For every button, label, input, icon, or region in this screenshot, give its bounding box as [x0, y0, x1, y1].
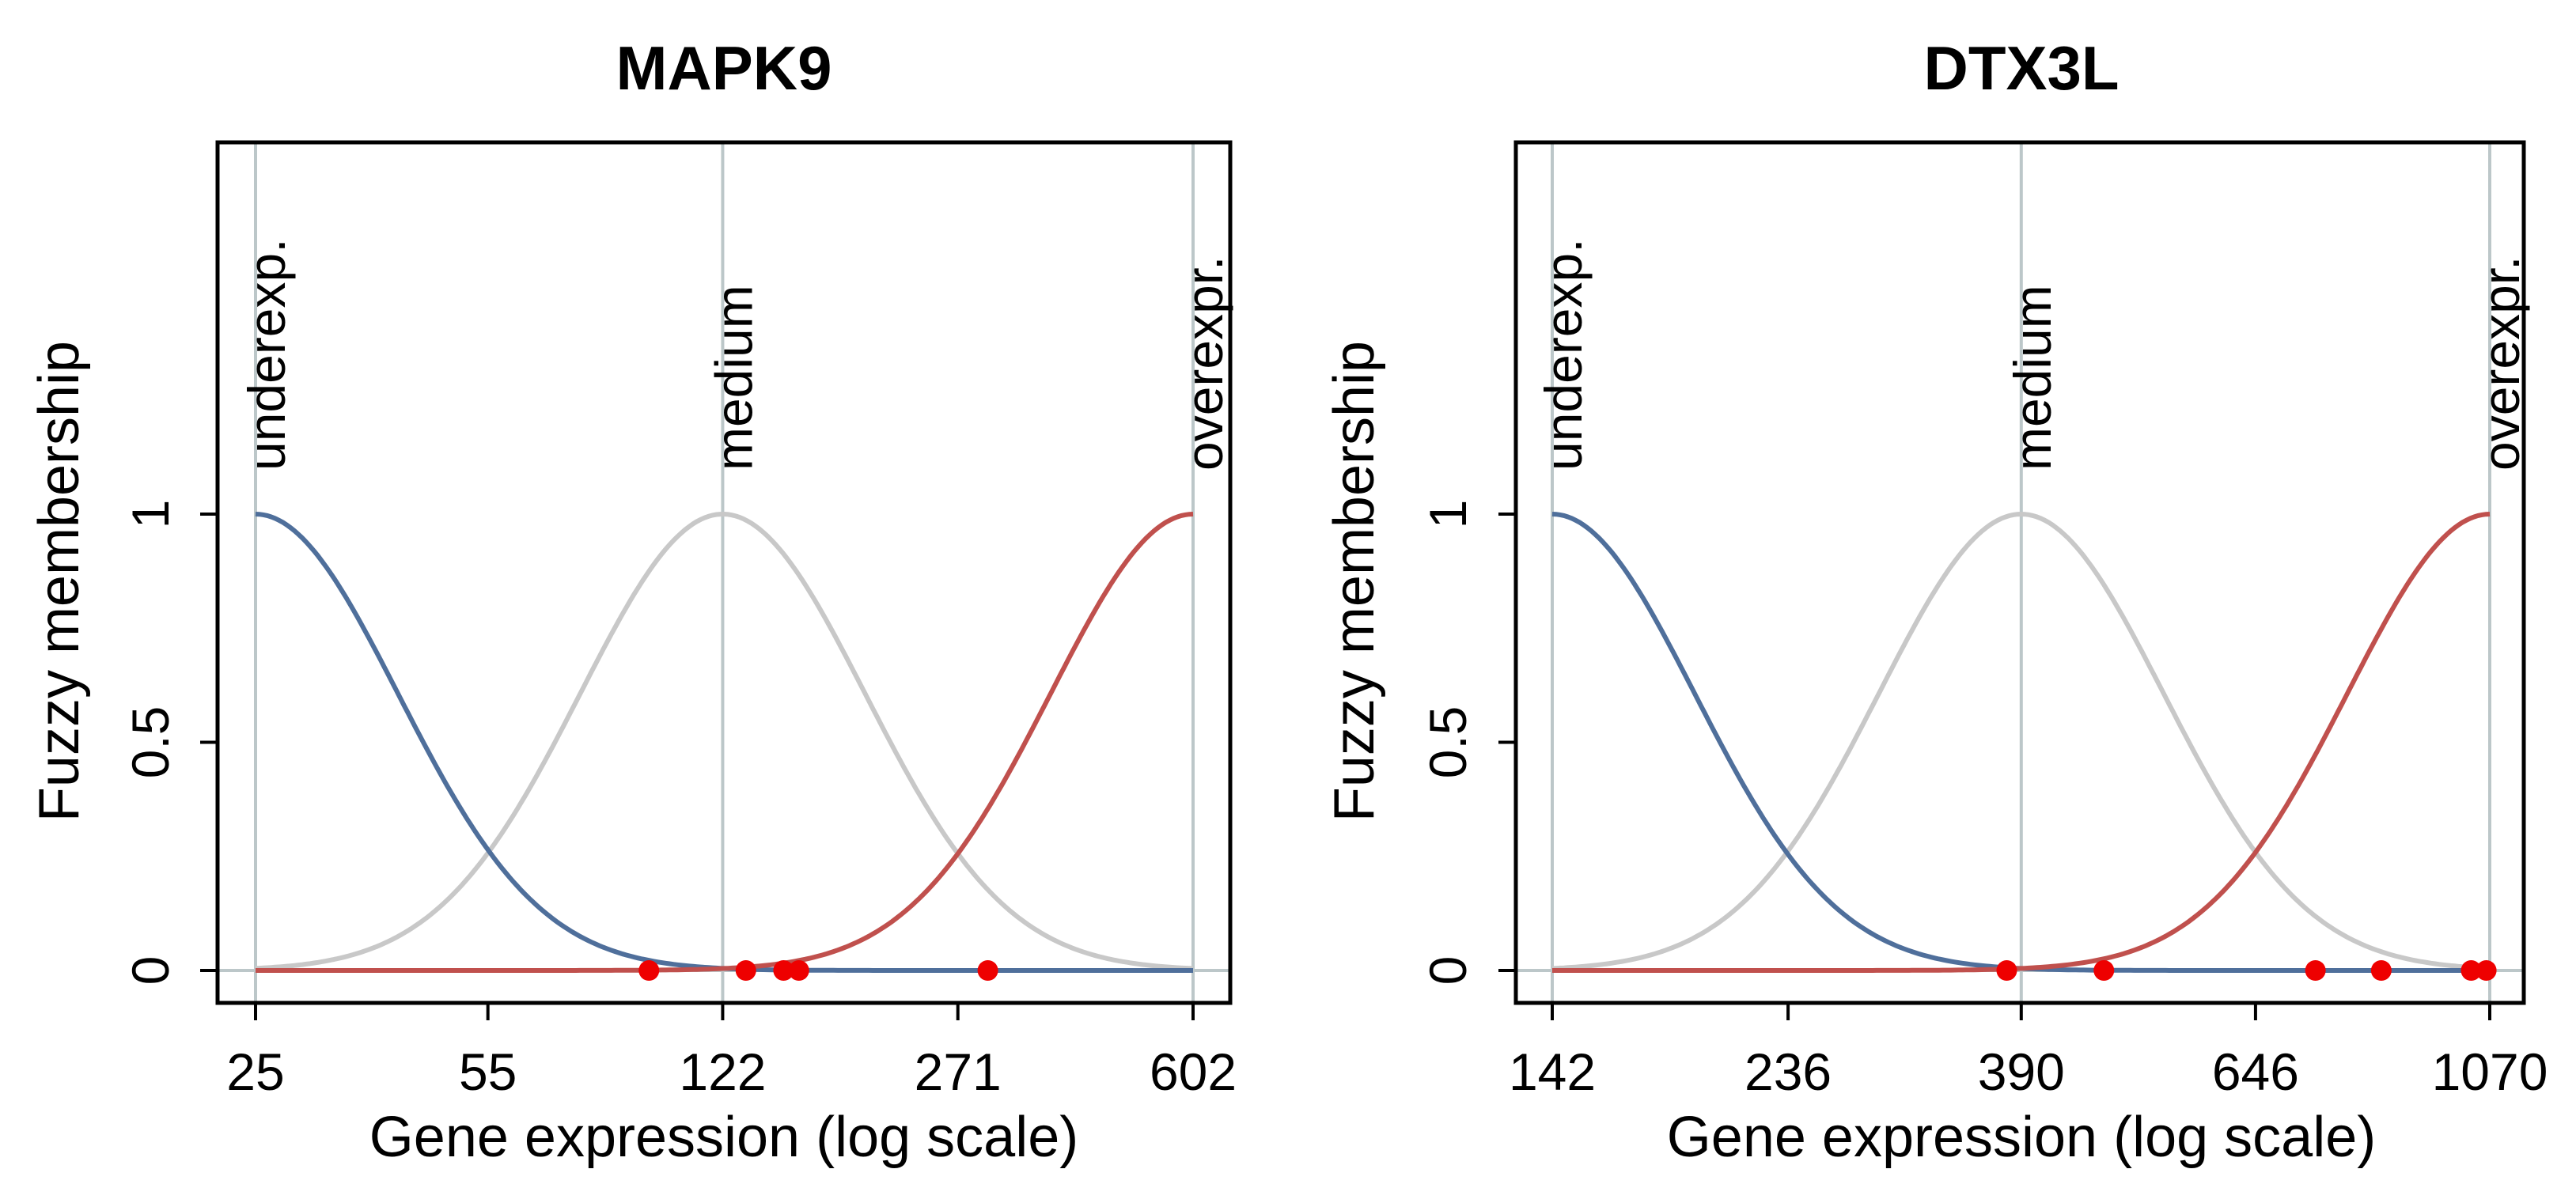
region-label: medium	[2003, 285, 2062, 471]
data-point-5	[2460, 960, 2482, 981]
region-label: underexp.	[1534, 238, 1593, 471]
data-point-3	[773, 960, 794, 981]
curve-medium	[255, 511, 1194, 971]
x-tick-label: 390	[1978, 1042, 2065, 1101]
data-point-5	[977, 960, 998, 981]
x-tick-label: 122	[679, 1042, 766, 1101]
chart-title: MAPK9	[616, 33, 832, 103]
data-point-6	[2476, 960, 2497, 981]
x-tick-label: 646	[2212, 1042, 2299, 1101]
chart-title: DTX3L	[1923, 33, 2119, 103]
data-point-4	[2370, 960, 2392, 981]
data-point-1	[638, 960, 660, 981]
data-point-1	[1996, 960, 2017, 981]
x-tick-label: 1070	[2432, 1042, 2548, 1101]
x-tick-label: 25	[226, 1042, 284, 1101]
curve-medium	[1551, 511, 2491, 971]
x-tick-label: 55	[459, 1042, 517, 1101]
region-label: overexpr.	[1175, 256, 1233, 471]
y-tick-label: 0.5	[121, 706, 180, 779]
y-axis-label: Fuzzy membership	[1323, 341, 1386, 822]
curve-underexp	[255, 512, 1193, 973]
region-label: overexpr.	[2472, 256, 2530, 471]
x-tick-label: 142	[1509, 1042, 1596, 1101]
x-tick-label: 236	[1744, 1042, 1832, 1101]
curve-overexpr	[1552, 512, 2491, 973]
x-tick-label: 602	[1150, 1042, 1237, 1101]
data-point-4	[788, 960, 809, 981]
y-axis-label: Fuzzy membership	[28, 341, 91, 822]
x-tick-label: 271	[915, 1042, 1002, 1101]
y-tick-label: 0.5	[1419, 706, 1477, 779]
chart-panel-1: 25 55 122 271 602 0 0.5 1 underexp. medium overexp…	[28, 33, 1237, 1169]
region-label: medium	[704, 285, 763, 471]
chart-panel-2: 142 236 390 646 1070 0 0.5 1 underexp. medium over…	[1323, 33, 2548, 1169]
data-point-2	[2093, 960, 2115, 981]
region-label: underexp.	[237, 238, 296, 471]
y-tick-label: 1	[1419, 500, 1477, 529]
data-point-3	[2305, 960, 2326, 981]
x-axis-label: Gene expression (log scale)	[369, 1106, 1078, 1169]
x-axis-label: Gene expression (log scale)	[1667, 1106, 2376, 1169]
data-point-2	[735, 960, 756, 981]
y-tick-label: 1	[121, 500, 180, 529]
y-tick-label: 0	[121, 956, 180, 985]
curve-overexpr	[256, 512, 1194, 973]
y-tick-label: 0	[1419, 956, 1477, 985]
